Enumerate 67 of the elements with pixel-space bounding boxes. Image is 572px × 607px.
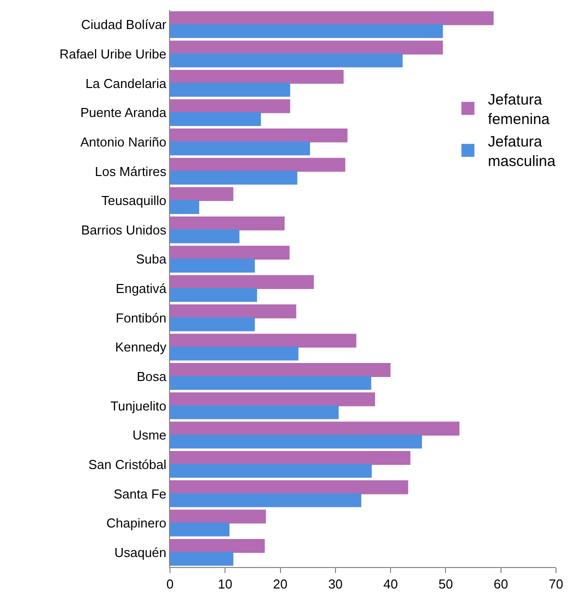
bar — [170, 538, 265, 553]
bar — [170, 216, 285, 230]
bar — [170, 493, 362, 508]
y-tick-label: Kennedy — [115, 340, 167, 355]
bar — [170, 275, 314, 289]
bar — [170, 304, 296, 318]
y-tick-label: Ciudad Bolívar — [81, 17, 168, 32]
x-tick-label: 20 — [273, 576, 288, 592]
y-tick-label: Fontibón — [116, 310, 166, 326]
y-tick-label: Los Mártires — [94, 164, 167, 179]
bar — [170, 346, 298, 361]
y-tick-label: Usaquén — [114, 544, 166, 560]
bar — [170, 158, 346, 172]
bar — [170, 522, 230, 536]
x-tick-label: 40 — [383, 576, 398, 592]
bar — [170, 258, 255, 273]
bar — [170, 510, 266, 524]
bar — [170, 334, 356, 348]
x-tick-label: 50 — [438, 576, 453, 592]
bar — [170, 405, 339, 420]
bar — [170, 187, 234, 202]
bar — [170, 288, 258, 302]
y-tick-label: San Cristóbal — [88, 456, 167, 472]
bar — [170, 170, 298, 185]
x-tick-label: 0 — [166, 576, 174, 592]
bar — [170, 70, 344, 84]
bar — [170, 40, 443, 54]
bar — [170, 434, 422, 448]
legend-label: Jefatura masculina — [488, 134, 556, 170]
bar — [170, 53, 403, 68]
bar — [170, 141, 310, 156]
y-tick-label: Suba — [136, 252, 168, 267]
bar — [170, 451, 410, 465]
y-tick-label: Chapinero — [106, 516, 166, 531]
x-tick-label: 70 — [548, 576, 564, 592]
bar — [170, 99, 290, 114]
bar — [170, 200, 200, 214]
y-tick-label: Barrios Unidos — [81, 222, 167, 238]
bar — [170, 480, 408, 494]
y-tick-label: Tunjuelito — [110, 398, 166, 414]
y-tick-label: Antonio Nariño — [80, 134, 166, 150]
y-tick-label: Engativá — [116, 281, 168, 296]
bar — [170, 363, 391, 377]
bar — [170, 376, 372, 390]
bar — [170, 229, 240, 244]
legend-label: Jefatura femenina — [488, 92, 550, 128]
y-tick-label: Usme — [132, 428, 166, 443]
x-tick-label: 60 — [494, 576, 508, 592]
y-tick-label: La Candelaria — [85, 76, 168, 91]
bar — [170, 552, 234, 566]
y-tick-label: Santa Fe — [114, 486, 166, 502]
bar — [170, 317, 255, 332]
bar — [170, 24, 443, 38]
x-tick-label: 10 — [218, 576, 232, 592]
bar — [170, 128, 348, 142]
y-tick-label: Puente Aranda — [80, 105, 168, 120]
x-tick-label: 30 — [328, 576, 343, 592]
y-tick-label: Bosa — [136, 369, 168, 384]
bar — [170, 392, 376, 406]
y-tick-label: Teusaquillo — [101, 193, 166, 208]
bar — [170, 112, 261, 126]
bar — [170, 82, 290, 97]
bar — [170, 246, 290, 260]
y-tick-label: Rafael Uribe Uribe — [59, 46, 166, 62]
bar — [170, 422, 460, 436]
bar — [170, 464, 372, 478]
bar — [170, 11, 494, 26]
